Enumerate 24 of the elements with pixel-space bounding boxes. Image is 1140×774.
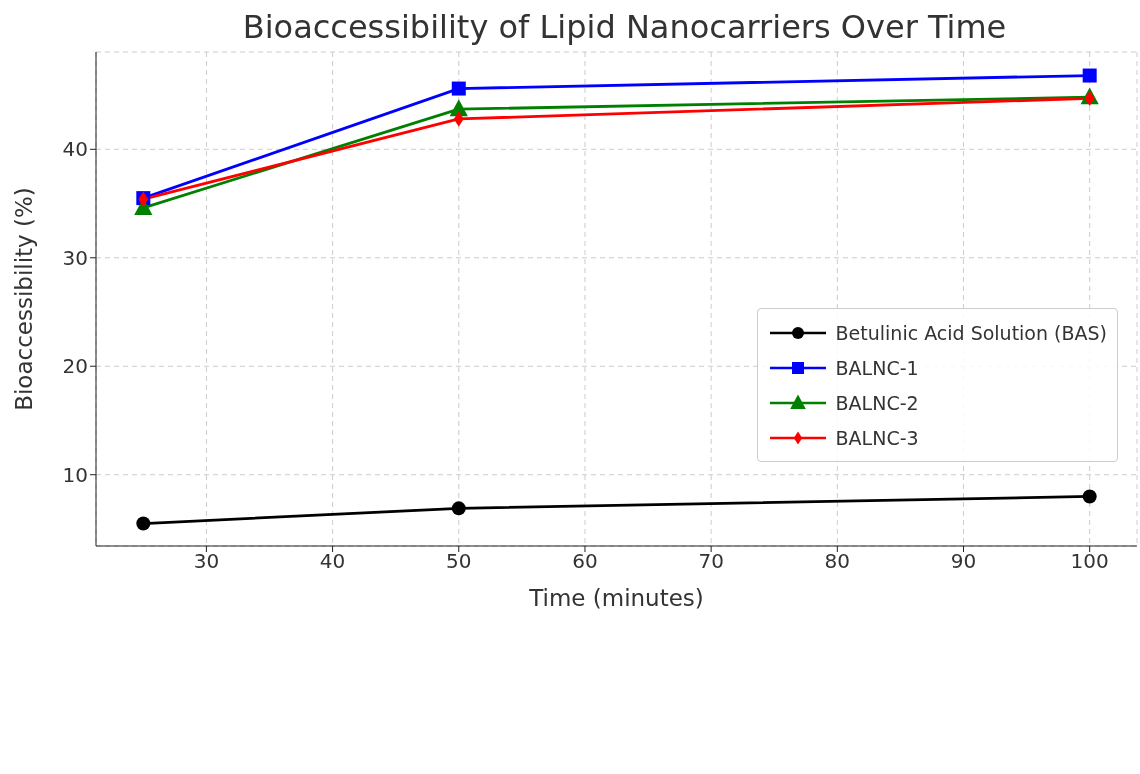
y-tick-label: 30 <box>62 245 88 270</box>
point <box>136 516 151 531</box>
point <box>451 501 466 516</box>
y-tick-label: 10 <box>62 462 88 487</box>
y-axis-title: Bioaccessibility (%) <box>11 187 38 411</box>
y-tick-label: 20 <box>62 354 88 379</box>
point <box>1082 68 1097 83</box>
legend-label: Betulinic Acid Solution (BAS) <box>835 321 1107 344</box>
x-tick-label: 70 <box>698 549 724 574</box>
legend-label: BALNC-3 <box>835 426 919 449</box>
legend-label: BALNC-2 <box>835 391 919 414</box>
y-tick-label: 40 <box>62 137 88 162</box>
x-tick-label: 40 <box>319 549 346 574</box>
x-tick-label: 80 <box>824 549 851 574</box>
chart-title: Bioaccessibility of Lipid Nanocarriers Over Time <box>241 8 1008 46</box>
x-tick-label: 100 <box>1070 549 1109 574</box>
point <box>451 81 466 96</box>
x-tick-label: 50 <box>446 549 472 574</box>
x-tick-label: 90 <box>950 549 977 574</box>
point <box>1082 489 1097 504</box>
x-axis-title: Time (minutes) <box>528 585 704 611</box>
legend-label: BALNC-1 <box>835 356 919 379</box>
x-tick-label: 60 <box>572 549 598 574</box>
x-tick-label: 30 <box>193 549 220 574</box>
